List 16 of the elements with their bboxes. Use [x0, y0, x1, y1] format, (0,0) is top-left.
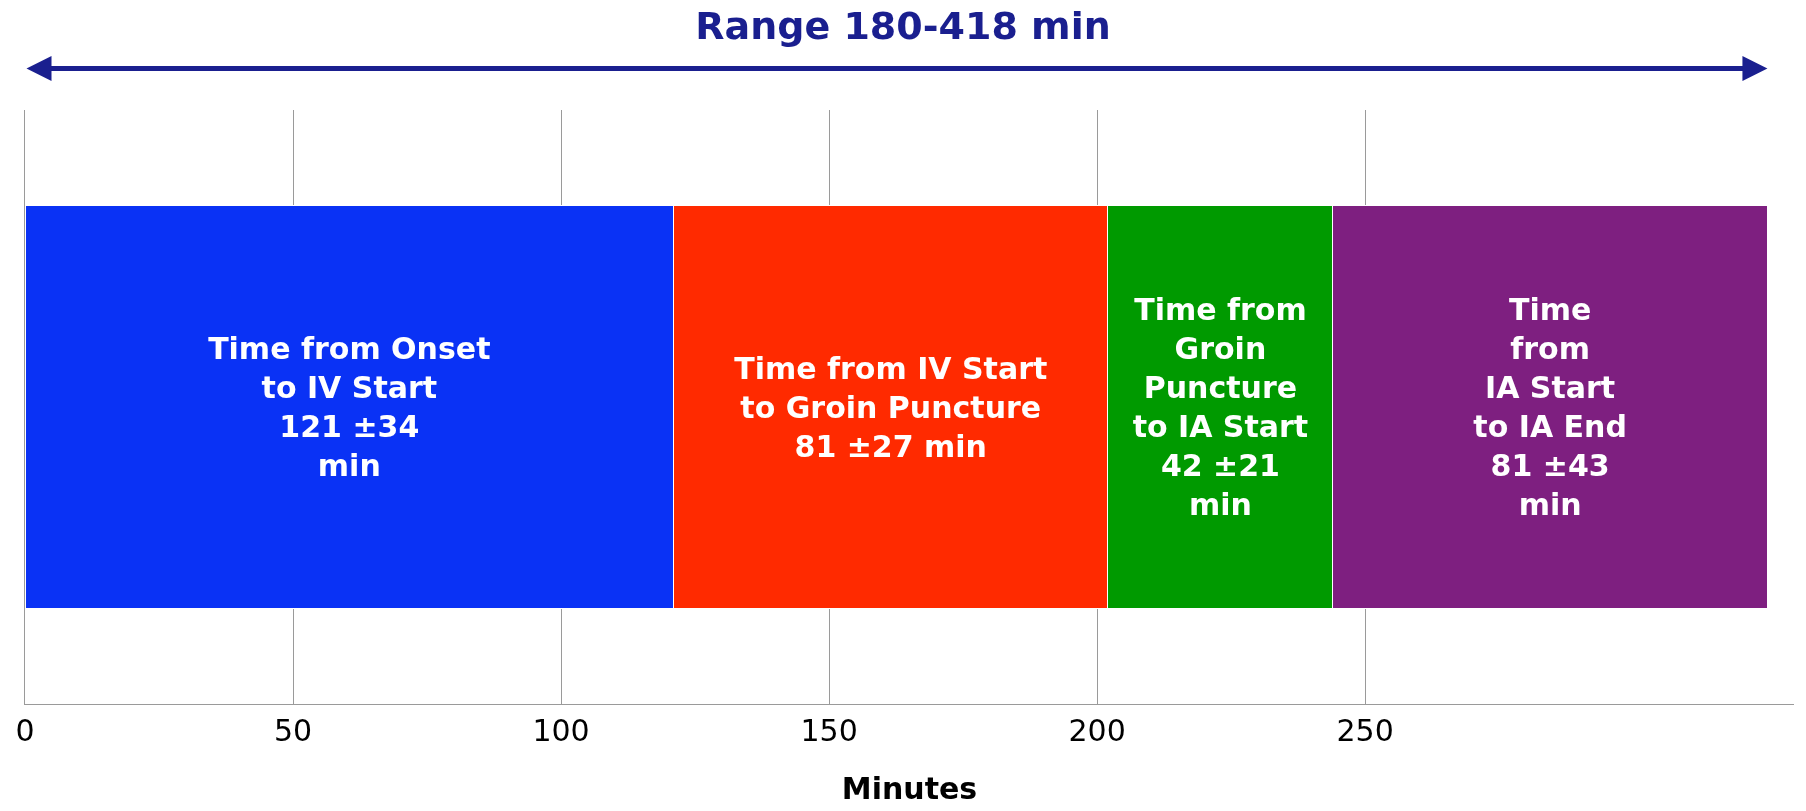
x-tick-label: 150: [800, 713, 858, 748]
chart-title: Range 180-418 min: [695, 3, 1111, 48]
data-label: 42 ±21 min: [1160, 448, 1280, 522]
data-label: 121 ±34 min: [279, 409, 420, 483]
series-label: Time from IV Start to Groin Puncture: [734, 350, 1048, 425]
x-tick-label: 200: [1068, 713, 1126, 748]
x-tick-label: 250: [1336, 713, 1394, 748]
x-tick-label: 50: [273, 713, 313, 748]
series-label: Time from Groin Puncture to IA Start: [1132, 292, 1309, 444]
x-tick-label: 100: [532, 713, 590, 748]
series-label: Time from Onset to IV Start: [208, 331, 491, 405]
data-label: 81 ±27 min: [794, 428, 987, 464]
series-label: Time from IA Start to IA End: [1473, 292, 1627, 444]
x-axis-title: Minutes: [841, 770, 978, 806]
x-tick-label: 0: [15, 713, 35, 748]
data-label: 81 ±43 min: [1490, 448, 1610, 522]
